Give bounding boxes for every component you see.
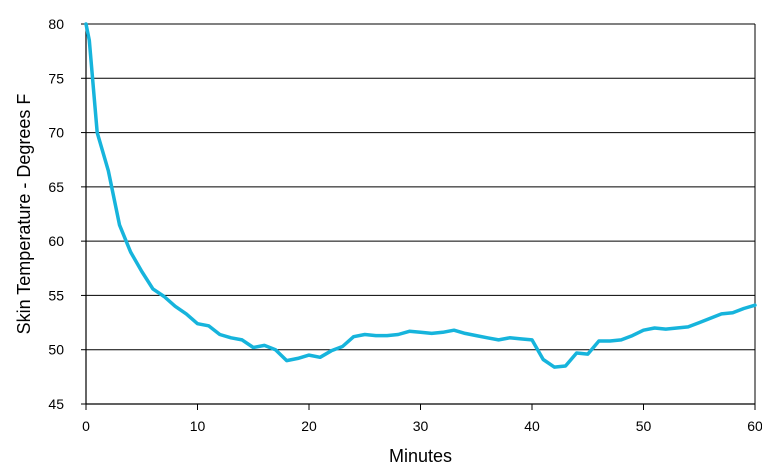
y-tick-label-70: 70: [48, 125, 64, 141]
x-tick-label-0: 0: [82, 418, 90, 434]
x-tick-label-20: 20: [301, 418, 317, 434]
gridlines: [86, 23, 755, 405]
plot-area: [85, 24, 756, 405]
x-axis-label: Minutes: [389, 446, 452, 466]
x-tick-label-60: 60: [747, 418, 762, 434]
y-axis: 45 50 55 60 65 70 75 80: [48, 16, 86, 412]
y-tick-label-65: 65: [48, 179, 64, 195]
series-line-0: [84, 22, 757, 369]
y-tick-label-55: 55: [48, 287, 64, 303]
x-tick-label-50: 50: [636, 418, 652, 434]
y-tick-label-45: 45: [48, 396, 64, 412]
x-axis: 0 10 20 30 40 50 60: [82, 404, 762, 434]
y-tick-label-75: 75: [48, 70, 64, 86]
y-tick-label-50: 50: [48, 342, 64, 358]
y-axis-label: Skin Temperature - Degrees F: [14, 94, 34, 335]
y-tick-label-60: 60: [48, 233, 64, 249]
x-tick-label-30: 30: [413, 418, 429, 434]
x-tick-label-40: 40: [524, 418, 540, 434]
x-tick-label-10: 10: [190, 418, 206, 434]
y-tick-label-80: 80: [48, 16, 64, 32]
series-group: [84, 22, 757, 369]
